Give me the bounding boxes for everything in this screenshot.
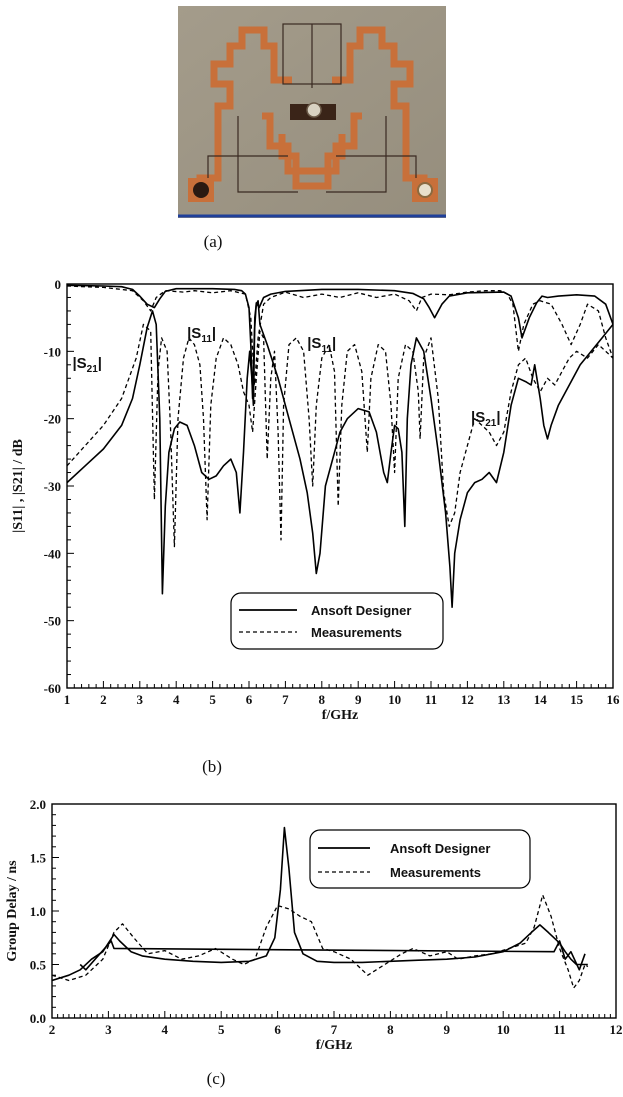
series-line-measurements-s21 — [67, 285, 613, 386]
x-axis-label: f/GHz — [322, 708, 359, 723]
y-tick-label: -10 — [44, 344, 61, 359]
x-tick-label: 11 — [425, 692, 437, 707]
x-tick-label: 2 — [49, 1022, 56, 1037]
x-tick-label: 13 — [497, 692, 511, 707]
legend-label: Ansoft Designer — [390, 841, 490, 856]
x-tick-label: 4 — [173, 692, 180, 707]
x-tick-label: 5 — [209, 692, 216, 707]
series-line-measurements — [52, 894, 589, 989]
y-tick-label: -60 — [44, 681, 61, 696]
legend-box — [309, 829, 531, 889]
series-group — [67, 284, 613, 608]
series-annotation: |S21| — [471, 409, 501, 429]
x-tick-label: 10 — [388, 692, 401, 707]
x-tick-label: 7 — [282, 692, 289, 707]
y-tick-label: 1.0 — [30, 904, 46, 919]
x-axis-label: f/GHz — [316, 1038, 353, 1053]
x-tick-label: 4 — [162, 1022, 169, 1037]
x-tick-label: 10 — [497, 1022, 510, 1037]
series-line-ansoft-designer — [52, 826, 588, 982]
legend-label: Measurements — [311, 625, 402, 640]
s-parameter-chart: 1 2 3 4 5 6 7 8 9 10 11 12 13 14 15 160-10-20-30-40-50-… — [11, 277, 621, 723]
x-tick-label: 15 — [570, 692, 584, 707]
x-tick-label: 11 — [553, 1022, 565, 1037]
series-line-ansoft-designer-s21 — [67, 284, 613, 400]
y-tick-label: -40 — [44, 546, 61, 561]
x-tick-label: 3 — [137, 692, 144, 707]
y-tick-label: -30 — [44, 479, 61, 494]
series-line-measurements — [67, 323, 613, 548]
x-tick-label: 7 — [331, 1022, 338, 1037]
y-axis-label: |S11| , |S21| / dB — [11, 439, 26, 533]
group-delay-chart: 2 3 4 5 6 7 8 9 10 11 12 0.0 0.5 1.0 1.5 2.0 f/GHz Group … — [5, 797, 623, 1053]
x-tick-label: 3 — [105, 1022, 112, 1037]
x-tick-label: 2 — [100, 692, 107, 707]
caption-a: (a) — [203, 232, 223, 251]
x-tick-label: 8 — [319, 692, 326, 707]
x-tick-label: 12 — [461, 692, 474, 707]
series-annotation: |S21| — [72, 355, 102, 375]
legend-box — [230, 592, 444, 650]
caption-b: (b) — [202, 757, 222, 776]
y-tick-label: 0.5 — [30, 958, 47, 973]
y-tick-label: 0 — [55, 277, 62, 292]
x-tick-label: 9 — [355, 692, 362, 707]
via-hole — [306, 102, 322, 118]
y-tick-label: 0.0 — [30, 1011, 46, 1026]
y-tick-label: -50 — [44, 614, 61, 629]
series-annotation: |S11| — [307, 335, 336, 355]
x-tick-label: 9 — [444, 1022, 451, 1037]
x-tick-label: 6 — [274, 1022, 281, 1037]
port-right-connector — [417, 182, 433, 198]
series-noise-ansoft-designer — [79, 940, 586, 971]
x-tick-label: 5 — [218, 1022, 225, 1037]
x-tick-label: 16 — [607, 692, 621, 707]
series-line-ansoft-designer — [67, 300, 613, 608]
legend-label: Ansoft Designer — [311, 603, 411, 618]
x-tick-label: 1 — [64, 692, 71, 707]
series-group — [52, 826, 589, 989]
x-tick-label: 8 — [387, 1022, 394, 1037]
x-tick-label: 6 — [246, 692, 253, 707]
y-tick-label: 2.0 — [30, 797, 46, 812]
y-axis-label: Group Delay / ns — [5, 860, 20, 962]
x-tick-label: 12 — [610, 1022, 623, 1037]
x-tick-label: 14 — [534, 692, 548, 707]
filter-board-photo — [178, 6, 446, 218]
port-left-connector — [193, 182, 209, 198]
y-tick-label: -20 — [44, 412, 61, 427]
y-tick-label: 1.5 — [30, 851, 47, 866]
legend-label: Measurements — [390, 865, 481, 880]
series-annotation: |S11| — [187, 325, 216, 345]
caption-c: (c) — [206, 1069, 226, 1088]
